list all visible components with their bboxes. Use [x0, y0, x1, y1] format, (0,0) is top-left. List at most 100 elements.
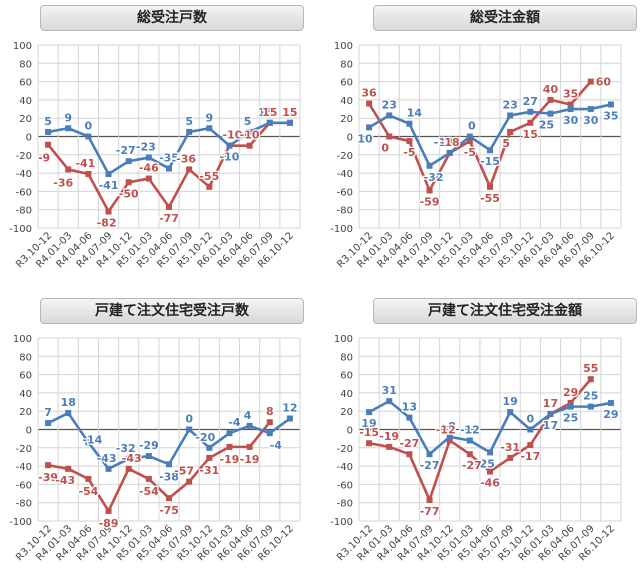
data-label: 23	[502, 98, 517, 111]
data-point-marker	[206, 444, 213, 451]
data-label: 0	[85, 120, 93, 133]
data-point-marker	[366, 100, 373, 107]
y-tick-label: 0	[347, 426, 353, 437]
y-tick-label: -80	[337, 206, 353, 217]
data-point-marker	[145, 453, 152, 460]
data-label: -89	[99, 517, 119, 530]
data-point-marker	[145, 175, 152, 182]
data-label: -77	[159, 212, 179, 225]
data-point-marker	[507, 454, 514, 461]
data-point-marker	[186, 166, 193, 173]
data-label: 17	[543, 419, 558, 432]
data-point-marker	[487, 147, 493, 154]
y-tick-label: -40	[16, 462, 32, 473]
data-label: -31	[500, 441, 520, 454]
data-label: -54	[78, 485, 98, 498]
data-point-marker	[246, 142, 253, 149]
data-point-marker	[386, 133, 393, 140]
data-point-marker	[426, 496, 433, 503]
data-label: -27	[420, 459, 440, 472]
y-tick-label: -100	[9, 517, 32, 528]
data-point-marker	[547, 96, 554, 103]
y-tick-label: 80	[19, 352, 32, 363]
y-tick-label: 80	[340, 59, 353, 70]
data-label: 14	[407, 107, 423, 120]
data-point-marker	[65, 125, 72, 132]
y-tick-label: -60	[337, 480, 353, 491]
data-point-marker	[286, 119, 293, 126]
data-label: -82	[97, 217, 117, 230]
data-label: 15	[282, 106, 297, 119]
y-tick-label: -80	[337, 499, 353, 510]
y-tick-label: -20	[16, 151, 32, 162]
data-label: -18	[434, 136, 454, 149]
data-label: -36	[53, 176, 73, 189]
data-label: -75	[159, 504, 179, 517]
data-label: -23	[136, 141, 156, 154]
data-point-marker	[45, 420, 52, 427]
data-point-marker	[166, 461, 172, 468]
y-tick-label: -60	[16, 480, 32, 491]
data-point-marker	[145, 475, 152, 482]
data-point-marker	[426, 162, 433, 169]
data-label: -4	[270, 439, 283, 452]
data-point-marker	[466, 138, 473, 145]
y-tick-label: -100	[330, 224, 353, 235]
y-tick-label: -40	[337, 169, 353, 180]
chart-panel-total-units: 総受注戸数 -100 -80 -60 -40 -20 0 20 40 60 80 100 R3.10-…	[0, 0, 321, 290]
chart-title: 総受注戸数	[40, 5, 304, 31]
data-point-marker	[487, 468, 493, 475]
data-point-marker	[406, 414, 413, 421]
data-label: -19	[220, 453, 240, 466]
data-label: -10	[223, 129, 243, 142]
data-label: 31	[382, 384, 397, 397]
data-label: -5	[464, 146, 476, 159]
data-point-marker	[527, 442, 534, 449]
chart-panel-custom-house-units: 戸建て注文住宅受注戸数 -100 -80 -60 -40 -20 0 20 40 60 80 100…	[0, 293, 321, 583]
series-line-red	[47, 421, 271, 513]
y-tick-label: 60	[19, 78, 32, 89]
data-label: 10	[357, 132, 373, 145]
data-point-marker	[547, 410, 554, 417]
data-label: 8	[266, 405, 274, 418]
data-point-marker	[105, 208, 112, 215]
data-point-marker	[607, 101, 614, 108]
data-point-marker	[206, 454, 213, 461]
data-label: -41	[75, 157, 95, 170]
data-label: -25	[475, 457, 495, 470]
data-label: 25	[539, 119, 554, 132]
line-chart: -100-80-60-40-20020406080100R3.10-12R4.0…	[9, 334, 301, 563]
data-label: -15	[359, 426, 379, 439]
y-tick-label: -20	[16, 444, 32, 455]
data-label: 60	[596, 76, 612, 89]
y-tick-label: 60	[340, 371, 353, 382]
data-point-marker	[487, 449, 493, 456]
data-label: 15	[282, 106, 297, 119]
data-label: -55	[199, 170, 219, 183]
data-point-marker	[366, 440, 373, 447]
data-point-marker	[466, 133, 473, 140]
y-tick-label: 0	[26, 426, 32, 437]
data-point-marker	[487, 183, 493, 190]
data-point-marker	[587, 403, 594, 410]
y-tick-label: 40	[19, 96, 32, 107]
y-tick-label: 100	[13, 41, 32, 52]
data-label: 15	[523, 128, 538, 141]
data-label: 29	[563, 386, 578, 399]
data-label: -32	[424, 171, 444, 184]
data-label: 18	[61, 396, 76, 409]
data-point-marker	[186, 426, 193, 433]
y-tick-label: -40	[337, 462, 353, 473]
data-point-marker	[65, 410, 72, 417]
y-tick-label: 80	[340, 352, 353, 363]
data-point-marker	[507, 409, 514, 416]
data-point-marker	[85, 439, 92, 446]
data-label: 35	[563, 87, 578, 100]
data-label: 36	[361, 87, 377, 100]
data-point-marker	[246, 443, 253, 450]
chart-title: 戸建て注文住宅受注戸数	[40, 298, 304, 324]
data-point-marker	[406, 138, 413, 145]
data-point-marker	[386, 398, 393, 405]
data-point-marker	[45, 128, 52, 135]
chart-panel-custom-house-amount: 戸建て注文住宅受注金額 -100 -80 -60 -40 -20 0 20 40 60 80 100…	[321, 293, 642, 583]
